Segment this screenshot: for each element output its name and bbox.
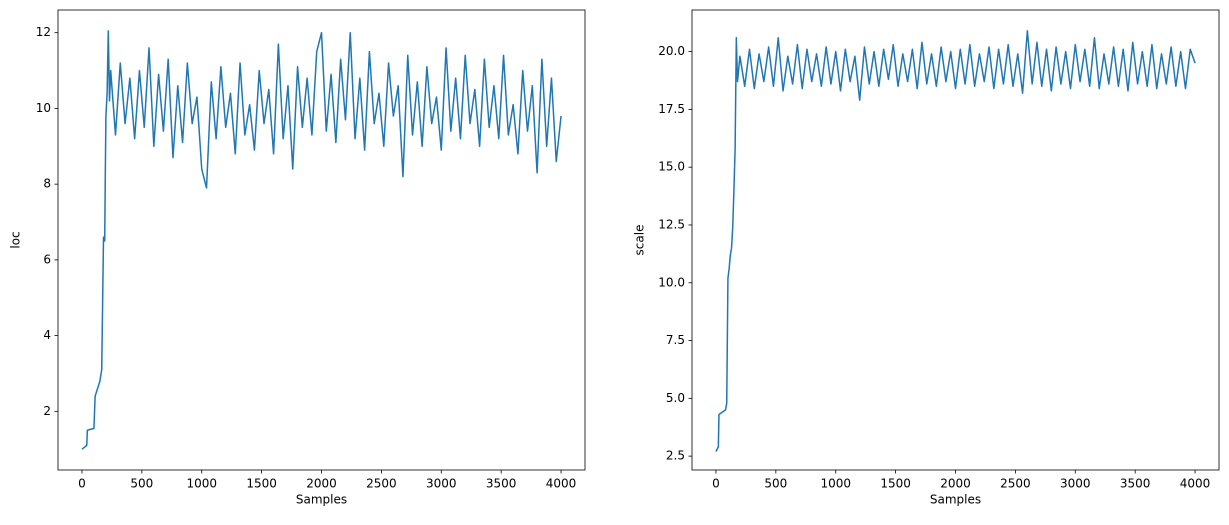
x-tick-label: 500	[764, 477, 787, 491]
trace-line	[715, 30, 1196, 452]
x-tick-label: 2500	[1000, 477, 1031, 491]
x-tick-label: 1000	[820, 477, 851, 491]
x-tick-label: 500	[130, 477, 153, 491]
y-tick-label: 8	[43, 177, 51, 191]
y-tick-label: 15.0	[658, 160, 685, 174]
x-tick-label: 3500	[486, 477, 517, 491]
x-tick-label: 1500	[246, 477, 277, 491]
y-axis-label: scale	[633, 225, 647, 256]
axes-frame	[57, 9, 586, 471]
x-tick-label: 2000	[306, 477, 337, 491]
y-tick-label: 17.5	[658, 102, 685, 116]
y-tick-label: 10	[36, 101, 51, 115]
y-tick-label: 12	[36, 25, 51, 39]
y-tick-label: 12.5	[658, 217, 685, 231]
axes-frame	[691, 9, 1220, 471]
y-tick-label: 6	[43, 252, 51, 266]
x-tick-label: 0	[78, 477, 86, 491]
x-tick-label: 4000	[1180, 477, 1211, 491]
x-tick-label: 1000	[186, 477, 217, 491]
x-axis-label: Samples	[930, 493, 981, 507]
x-tick-label: 3500	[1120, 477, 1151, 491]
x-tick-label: 3000	[426, 477, 457, 491]
x-tick-label: 2500	[366, 477, 397, 491]
y-axis-label: loc	[9, 231, 23, 248]
y-tick-label: 4	[43, 328, 51, 342]
x-tick-label: 2000	[940, 477, 971, 491]
y-tick-label: 2	[43, 404, 51, 418]
y-tick-label: 2.5	[666, 449, 685, 463]
trace-line	[81, 30, 562, 450]
y-tick-label: 20.0	[658, 44, 685, 58]
y-tick-label: 7.5	[666, 333, 685, 347]
x-tick-label: 1500	[880, 477, 911, 491]
x-tick-label: 0	[712, 477, 720, 491]
x-tick-label: 4000	[546, 477, 577, 491]
y-tick-label: 10.0	[658, 275, 685, 289]
x-axis-label: Samples	[296, 493, 347, 507]
x-tick-label: 3000	[1060, 477, 1091, 491]
y-tick-label: 5.0	[666, 391, 685, 405]
